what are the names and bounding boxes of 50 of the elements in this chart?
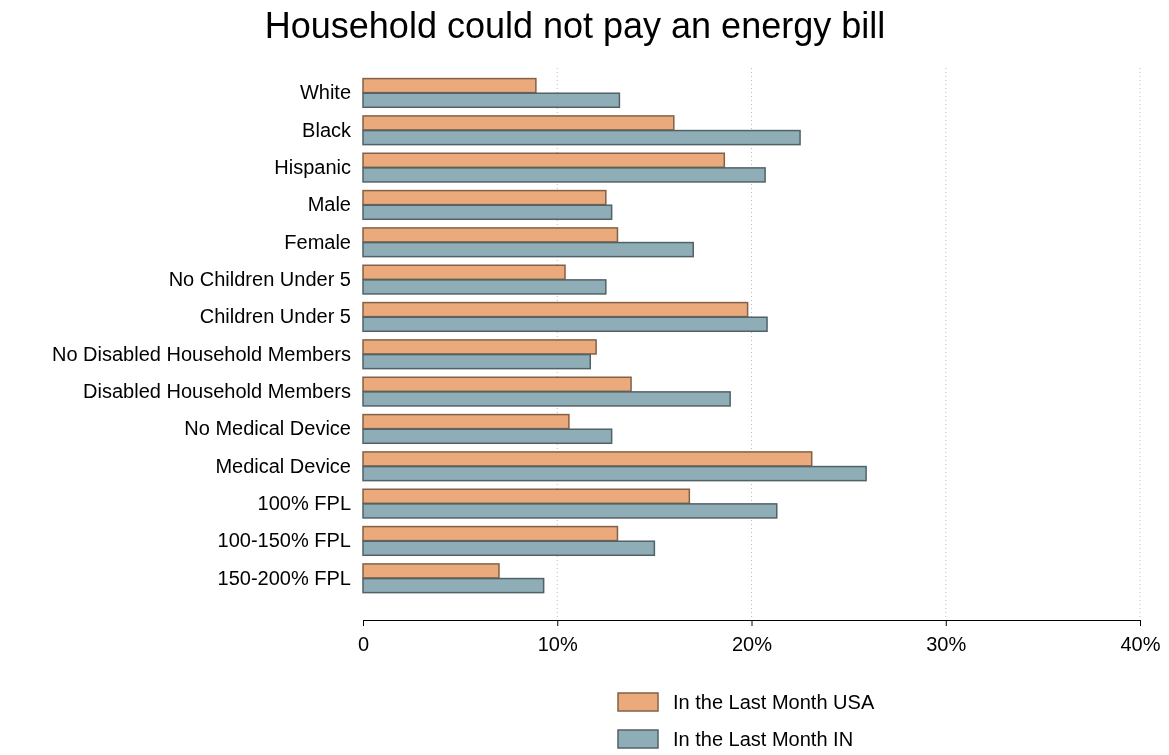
bar	[362, 376, 632, 393]
legend-label: In the Last Month USA	[673, 691, 875, 713]
bar	[362, 152, 726, 169]
bar	[362, 353, 592, 370]
bar	[362, 540, 656, 557]
bar	[362, 488, 691, 505]
legend-label: In the Last Month IN	[673, 728, 854, 750]
bar	[362, 563, 500, 579]
y-tick-label: Female	[284, 230, 351, 253]
y-tick-label: No Children Under 5	[168, 268, 351, 290]
y-tick-label: 100-150% FPL	[217, 529, 351, 552]
y-tick-label: No Disabled Household Members	[51, 342, 351, 365]
bar	[362, 465, 867, 482]
bar	[362, 227, 619, 243]
bar	[362, 264, 566, 281]
bar	[362, 316, 768, 333]
bar	[362, 301, 749, 318]
x-tick-label: 0	[357, 633, 370, 655]
bar	[362, 525, 619, 542]
y-tick-label: Black	[302, 118, 352, 141]
bar	[362, 391, 731, 407]
chart-title: Household could not pay an energy bill	[264, 5, 886, 46]
y-tick-label: Medical Device	[215, 454, 351, 477]
bar	[362, 129, 801, 146]
bar	[362, 339, 597, 355]
bar	[362, 451, 813, 467]
bar	[362, 413, 570, 430]
bar	[362, 204, 613, 221]
x-tick-label: 30%	[926, 633, 967, 655]
y-tick-label: 150-200% FPL	[217, 566, 351, 589]
y-tick-label: Hispanic	[274, 156, 351, 178]
x-tick-label: 10%	[537, 633, 578, 655]
bar	[362, 189, 607, 206]
bar	[362, 241, 694, 258]
y-tick-label: No Medical Device	[184, 417, 351, 440]
y-tick-label: 100% FPL	[257, 492, 351, 514]
x-tick-label: 20%	[731, 633, 773, 655]
y-tick-label: Male	[307, 193, 351, 216]
bar	[362, 167, 766, 183]
bar	[362, 115, 675, 131]
bar	[362, 92, 621, 109]
y-tick-label: White	[299, 81, 351, 104]
bar	[362, 279, 607, 295]
y-tick-label: Children Under 5	[199, 305, 351, 328]
bar	[362, 503, 778, 519]
bar	[362, 577, 545, 594]
bar	[362, 77, 537, 94]
x-tick-label: 40%	[1120, 633, 1161, 655]
y-tick-label: Disabled Household Members	[83, 380, 351, 402]
bar	[362, 428, 613, 445]
